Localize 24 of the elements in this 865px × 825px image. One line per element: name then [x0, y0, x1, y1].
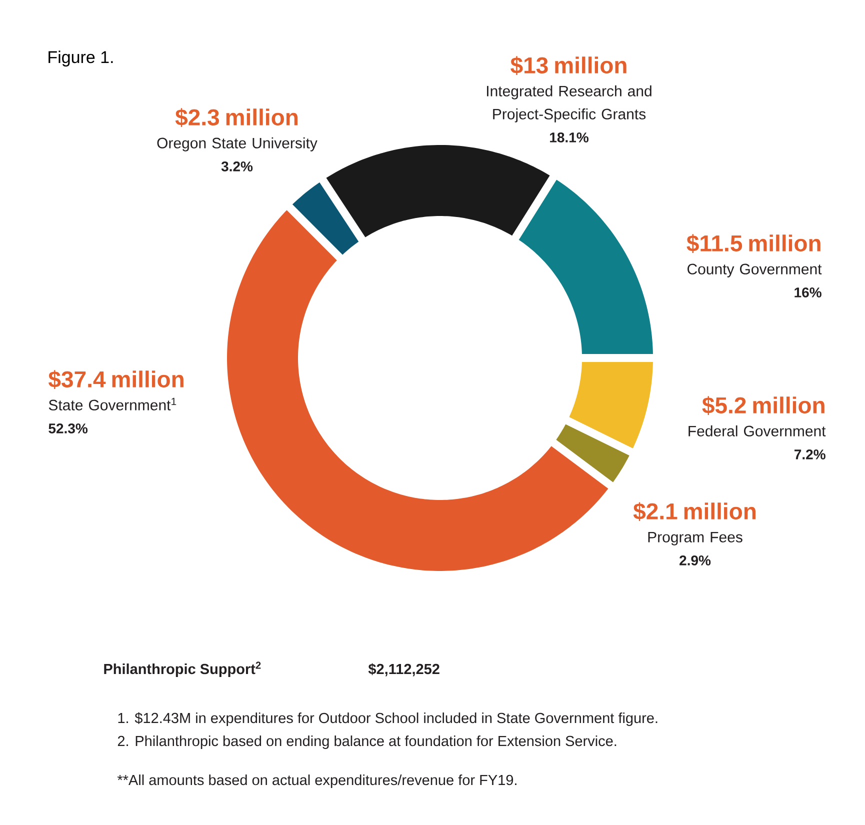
slice-label: County Government	[688, 264, 822, 278]
text: $2,112,252	[368, 663, 440, 676]
data-label: $2.3 million	[175, 108, 298, 127]
slice-label: Program Fees	[648, 532, 742, 546]
slice-label: Integrated Research and Project-Specific Grants	[487, 85, 652, 122]
chart-title: Figure 1.	[48, 50, 113, 67]
data-label: $5.2 million	[702, 396, 824, 415]
slice-label: Federal Government	[688, 425, 826, 436]
text: 2. Philanthropic based on ending balance at foundation for Extension Service.	[118, 735, 616, 750]
text: 3.2%	[221, 161, 253, 172]
data-label: $37.4 million	[48, 370, 184, 389]
text: Philanthropic Support$^{2}$	[104, 662, 261, 678]
text: 2.9%	[680, 555, 711, 566]
text: **All amounts based on actual expenditures/revenue for FY19.	[117, 774, 516, 788]
data-label: $11.5 million	[686, 234, 820, 253]
text: 7.2%	[794, 449, 826, 460]
text: 16%	[794, 287, 822, 298]
slice-label: Oregon State University	[157, 137, 318, 152]
data-label: $2.1 million	[633, 502, 756, 521]
text: 18.1%	[550, 132, 588, 142]
text: 52.3%	[48, 423, 88, 434]
data-label: $13 million	[510, 56, 626, 75]
slice-label: State Government$^{1}$	[48, 398, 176, 410]
text: 1. $12.43M in expenditures for Outdoor School included in State Government figure.	[118, 712, 658, 726]
